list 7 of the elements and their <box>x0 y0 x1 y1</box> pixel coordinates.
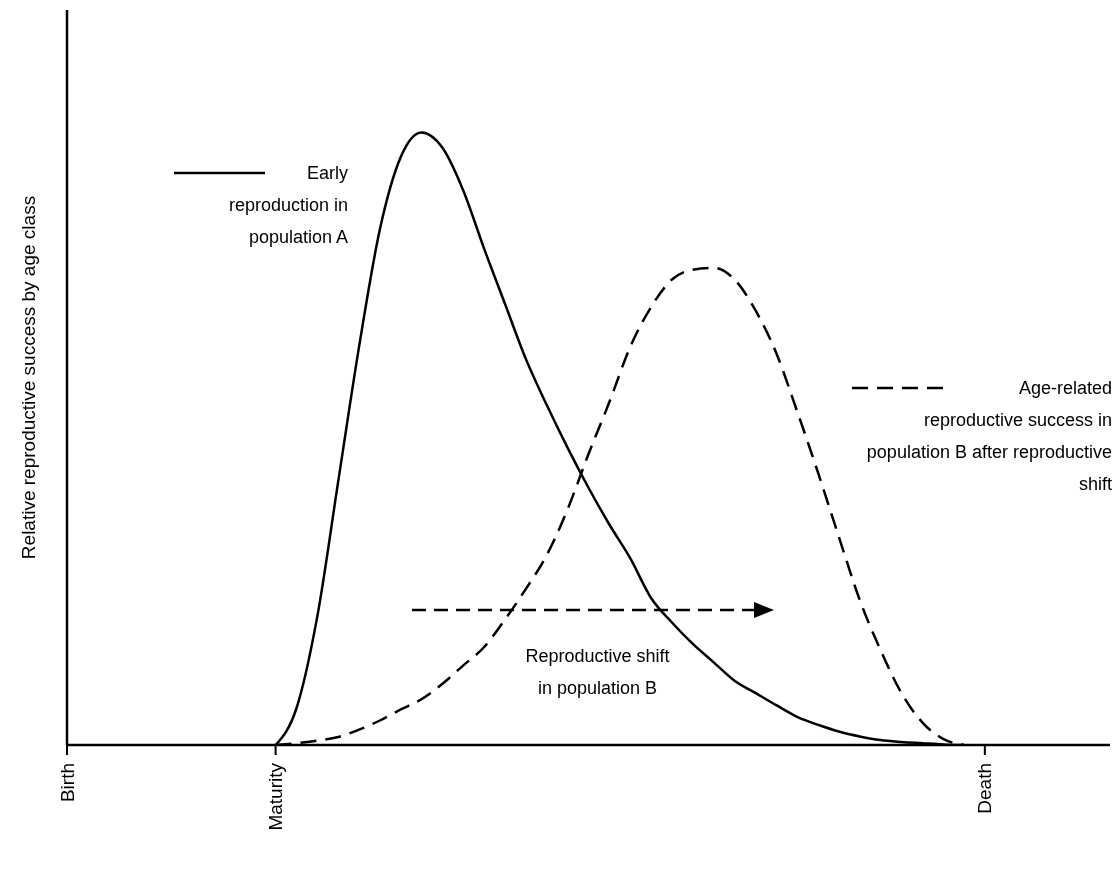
series-label: Early reproduction in population A <box>227 162 348 249</box>
text: Age-related reproductive success in population B after reproductive shift <box>865 377 1112 496</box>
y-axis-title: Relative reproductive success by age class <box>17 195 39 560</box>
annotation: Reproductive shift in population B <box>524 645 671 700</box>
x-tick-label: Maturity <box>265 762 287 831</box>
x-tick-label: Birth <box>56 763 78 803</box>
x-tick-label: Death <box>974 763 996 814</box>
